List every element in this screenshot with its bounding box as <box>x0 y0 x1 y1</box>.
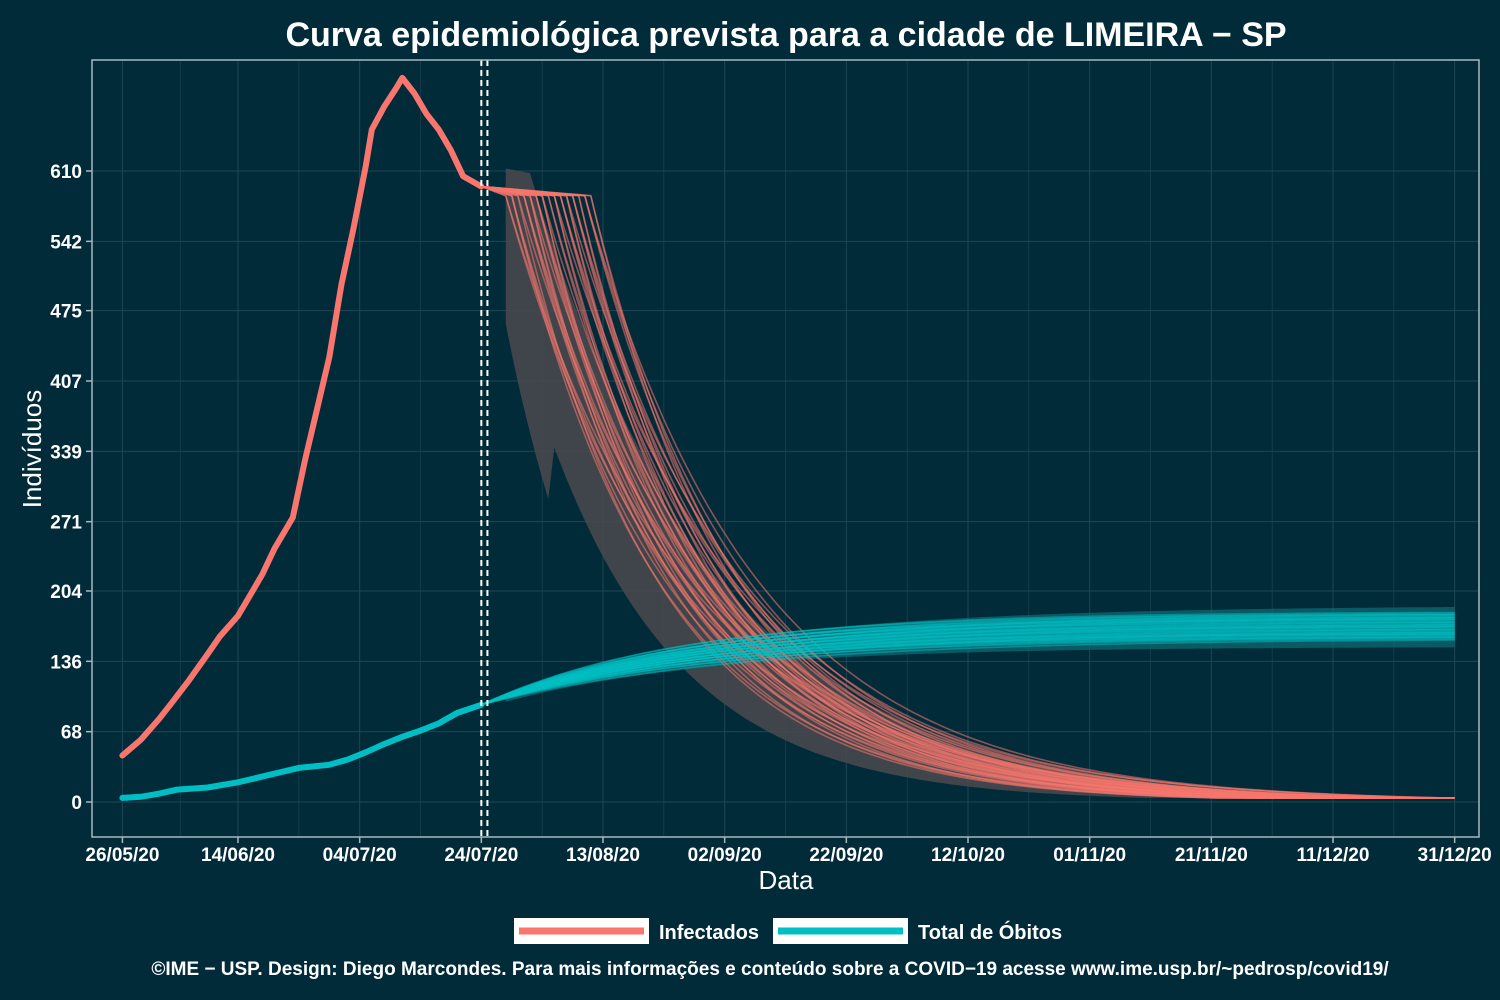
x-tick-label: 02/09/20 <box>688 845 762 866</box>
x-tick-label: 31/12/20 <box>1418 845 1492 866</box>
x-tick-label: 13/08/20 <box>566 845 640 866</box>
x-axis-ticks: 26/05/20 14/06/20 04/07/20 24/07/20 13/08/20… <box>85 837 1492 866</box>
infectados-forecast-line <box>481 185 1455 799</box>
y-tick-label: 542 <box>50 232 82 253</box>
x-axis-title: Data <box>759 865 814 895</box>
y-tick-label: 475 <box>50 302 82 323</box>
y-tick-label: 610 <box>50 162 82 183</box>
obitos-forecast-line <box>481 638 1455 706</box>
plot-border <box>91 59 1480 838</box>
y-tick-label: 204 <box>50 582 82 603</box>
y-tick-label: 68 <box>61 723 82 744</box>
y-axis-ticks: 0 68 136 204 271 339 407 475 542 610 <box>50 162 92 814</box>
x-tick-label: 22/09/20 <box>809 845 883 866</box>
forecast-start-lines <box>480 60 489 837</box>
y-tick-label: 0 <box>71 793 82 814</box>
obitos-forecast-line <box>480 621 1455 706</box>
obitos-forecast-line <box>480 618 1455 706</box>
obitos-observed-line <box>119 701 485 801</box>
legend: Infectados Total de Óbitos <box>514 918 1062 944</box>
infectados-forecast-line <box>481 185 1455 799</box>
y-tick-label: 136 <box>50 652 82 673</box>
legend-label-infectados: Infectados <box>659 922 759 944</box>
x-tick-label: 04/07/20 <box>323 845 397 866</box>
obitos-forecast-line <box>481 633 1455 706</box>
obitos-forecast-line <box>481 637 1455 706</box>
y-axis-title: Indivíduos <box>17 390 47 509</box>
x-tick-label: 12/10/20 <box>931 845 1005 866</box>
y-tick-label: 339 <box>50 442 82 463</box>
x-tick-label: 21/11/20 <box>1175 845 1248 866</box>
obitos-forecast-line <box>481 636 1455 706</box>
caption: ©IME − USP. Design: Diego Marcondes. Par… <box>151 959 1389 980</box>
obitos-forecast-line <box>481 628 1455 706</box>
forecast-lines-layer <box>480 185 1455 799</box>
x-tick-label: 11/12/20 <box>1297 845 1370 866</box>
legend-label-obitos: Total de Óbitos <box>918 920 1062 944</box>
infectados-forecast-line <box>481 185 1455 799</box>
observed-series-layer <box>119 74 485 801</box>
x-tick-label: 14/06/20 <box>201 845 275 866</box>
chart-title: Curva epidemiológica prevista para a cid… <box>285 16 1286 54</box>
x-tick-label: 24/07/20 <box>444 845 518 866</box>
y-tick-label: 271 <box>50 513 82 534</box>
obitos-forecast-line <box>480 625 1455 706</box>
x-tick-label: 26/05/20 <box>85 845 159 866</box>
infectados-observed-line <box>119 74 485 759</box>
y-tick-label: 407 <box>50 372 82 393</box>
obitos-forecast-line <box>480 613 1455 706</box>
x-tick-label: 01/11/20 <box>1053 845 1126 866</box>
obitos-forecast-line <box>481 639 1455 706</box>
